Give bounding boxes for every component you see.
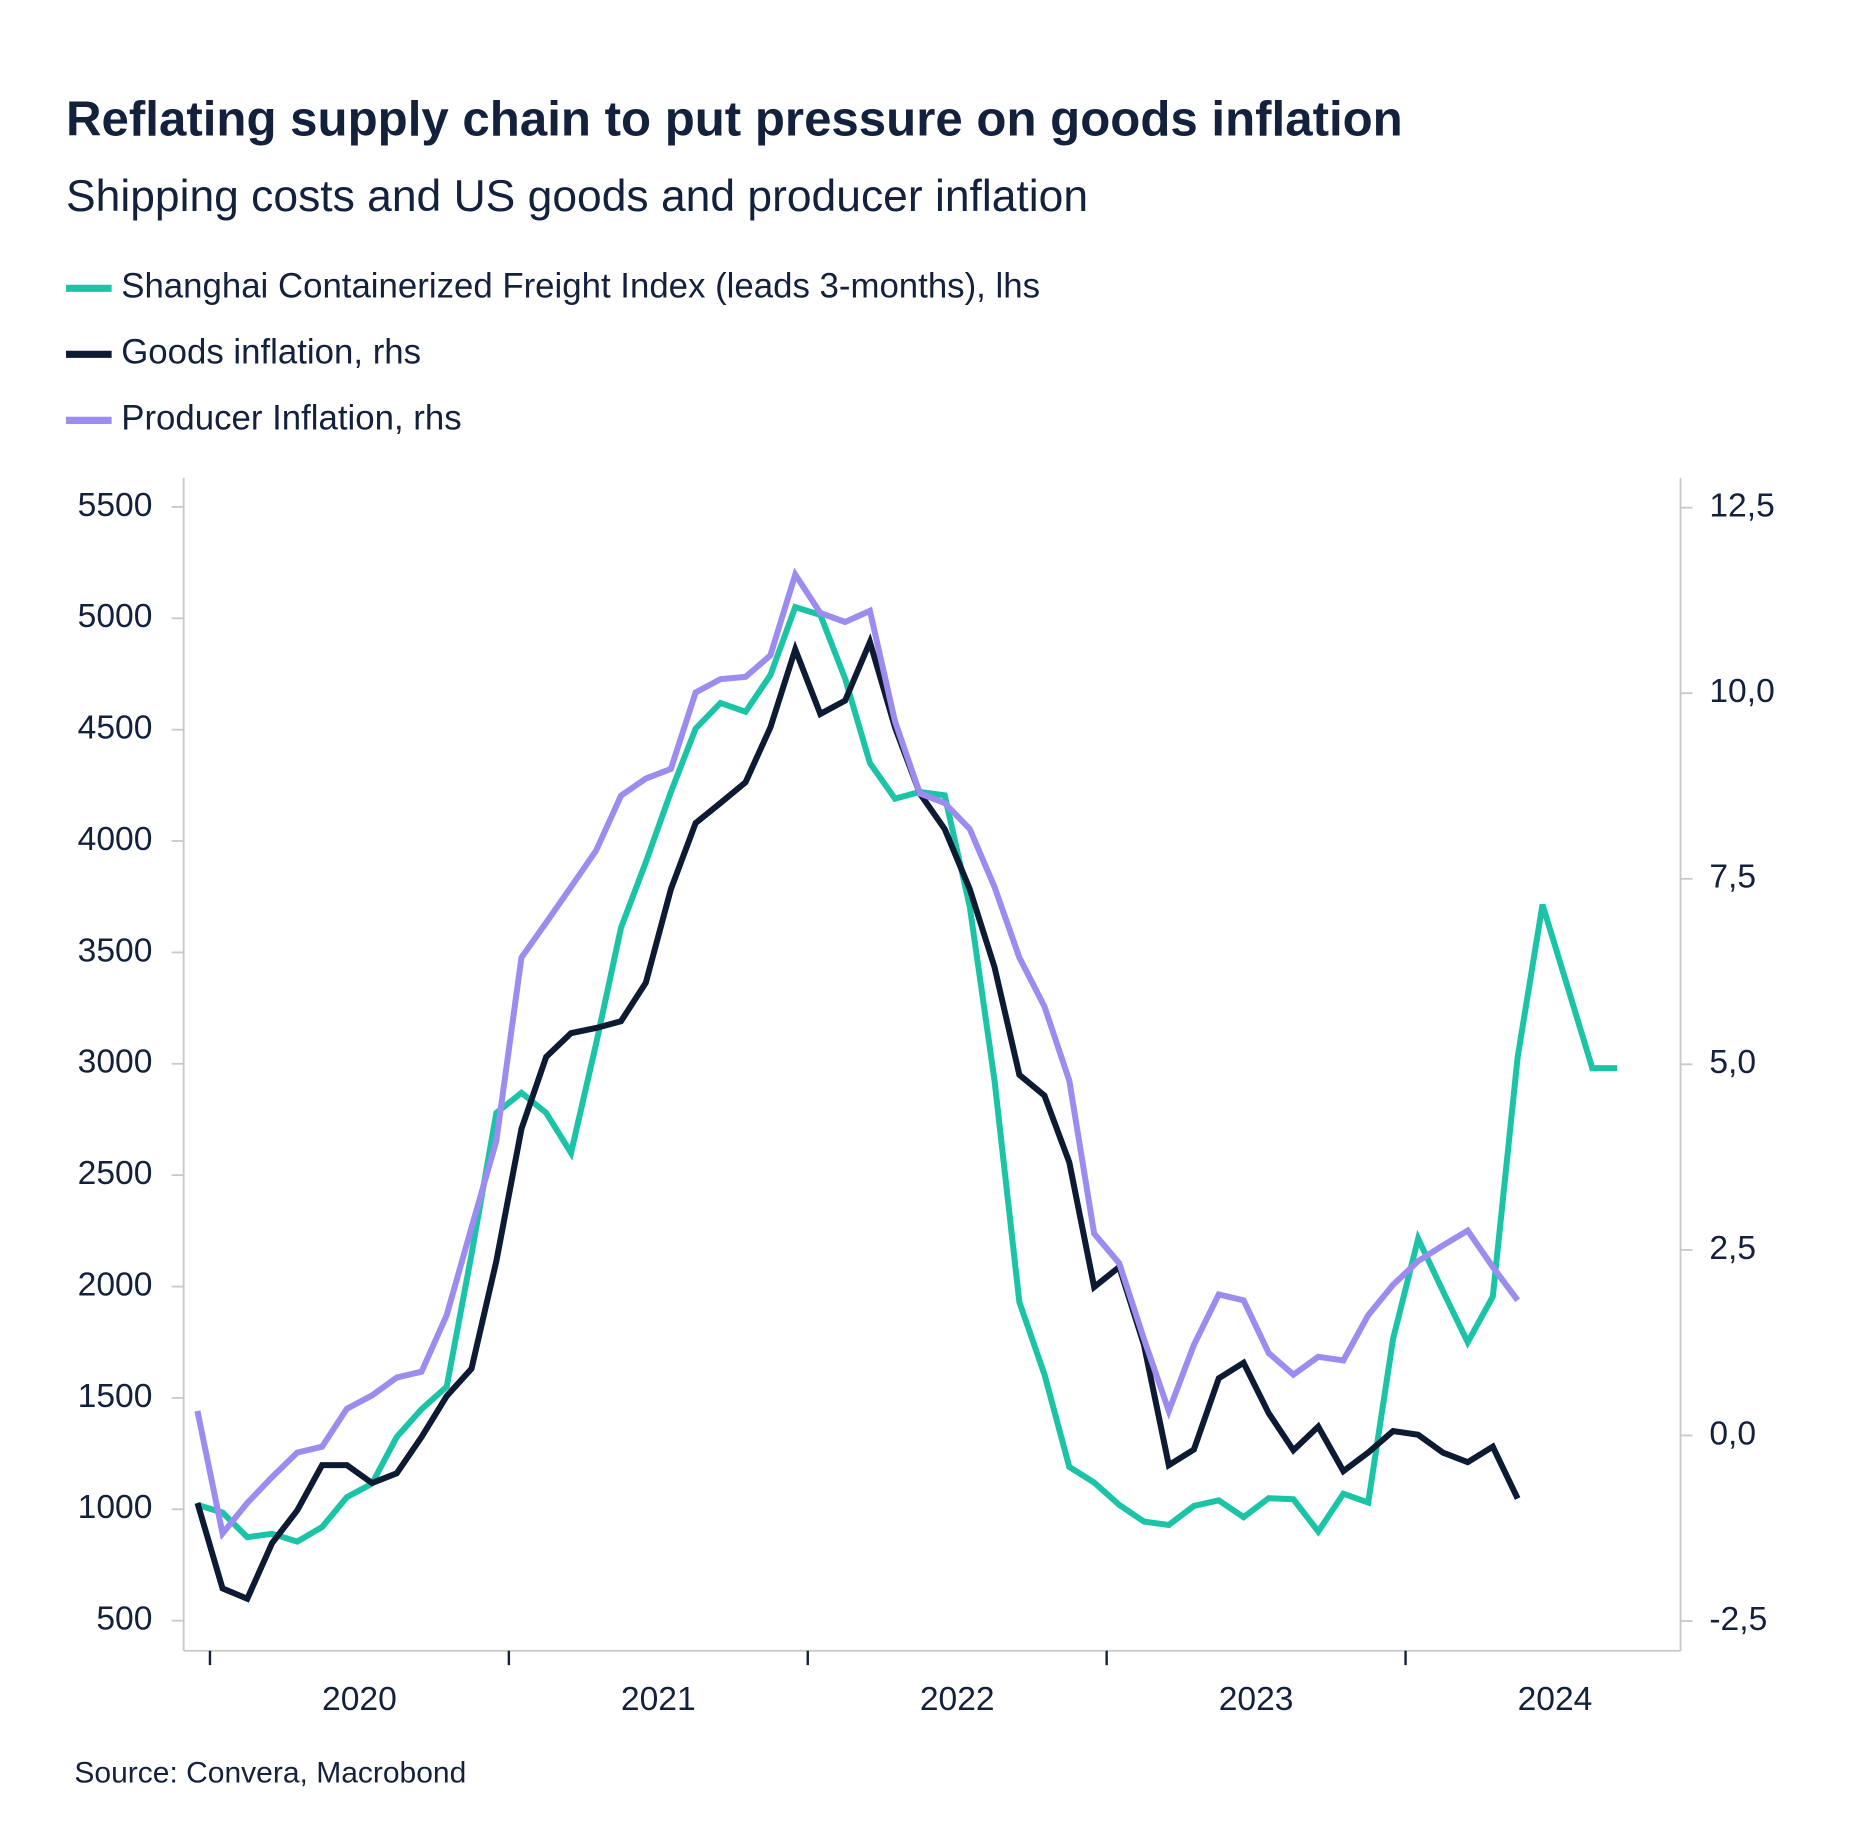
y-tick-label: 3000 [78, 1044, 153, 1081]
legend-label: Goods inflation, rhs [121, 333, 421, 372]
y-tick-label: 4000 [78, 821, 153, 858]
y-tick-label: 3500 [78, 932, 153, 969]
x-tick-label: 2022 [920, 1681, 995, 1718]
y2-tick-label: 2,5 [1709, 1230, 1756, 1267]
legend-label: Shanghai Containerized Freight Index (le… [121, 267, 1040, 306]
y-tick-label: 5500 [78, 487, 153, 524]
series-line [194, 633, 1521, 1603]
y2-tick-label: 5,0 [1709, 1044, 1756, 1081]
x-tick-label: 2023 [1219, 1681, 1294, 1718]
y2-tick-label: 0,0 [1709, 1415, 1756, 1452]
x-tick-label: 2024 [1518, 1681, 1593, 1718]
y2-tick-label: -2,5 [1709, 1601, 1767, 1638]
y-tick-label: 5000 [78, 598, 153, 635]
x-tick-label: 2020 [322, 1681, 397, 1718]
source: Source: Convera, Macrobond [74, 1756, 466, 1789]
y-tick-label: 1000 [78, 1489, 153, 1526]
series-line [194, 567, 1521, 1541]
y2-tick-label: 12,5 [1709, 488, 1774, 525]
x-tick-label: 2021 [621, 1681, 696, 1718]
y-tick-label: 2000 [78, 1266, 153, 1303]
y-tick-label: 4500 [78, 710, 153, 747]
y-tick-label: 1500 [78, 1378, 153, 1415]
y2-tick-label: 7,5 [1709, 859, 1756, 896]
series-line [196, 603, 1618, 1545]
y-tick-label: 500 [96, 1601, 152, 1638]
y2-tick-label: 10,0 [1709, 673, 1774, 710]
y-tick-label: 2500 [78, 1155, 153, 1192]
chart-title: Reflating supply chain to put pressure o… [66, 92, 1403, 147]
chart-subtitle: Shipping costs and US goods and producer… [66, 172, 1088, 221]
legend-label: Producer Inflation, rhs [121, 399, 461, 438]
